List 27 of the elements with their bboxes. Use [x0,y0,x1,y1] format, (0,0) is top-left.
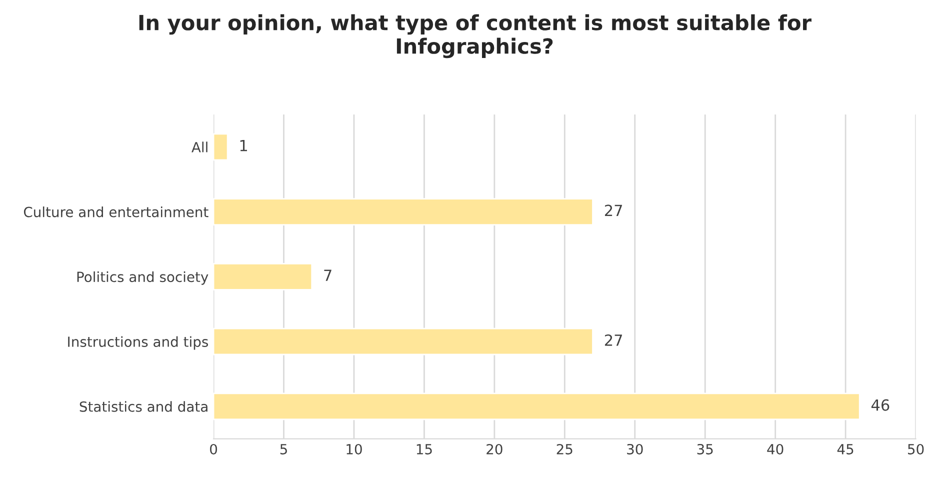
y-tick-label: All [192,142,208,152]
chart-title: In your opinion, what type of content is most suitable for Infographics? [139,14,812,58]
x-tick-label: 40 [767,444,784,454]
x-tick-label: 45 [837,444,854,454]
x-tick-label: 15 [416,444,432,454]
bar [214,262,313,290]
data-label: 1 [240,140,247,152]
y-tick-label: Culture and entertainment [24,206,208,218]
bar [214,328,594,356]
x-tick-label: 0 [210,444,218,454]
data-label: 46 [871,399,890,411]
x-tick-label: 5 [280,444,287,454]
y-tick-label: Politics and society [77,271,208,285]
x-tick-label: 50 [908,444,924,454]
x-tick-label: 30 [627,444,643,454]
y-tick-label: Statistics and data [80,401,208,412]
data-label: 27 [604,334,622,346]
data-label: 7 [324,270,332,281]
x-tick-label: 20 [486,444,502,454]
bar [214,392,860,420]
y-tick-label: Instructions and tips [68,336,208,350]
bar [214,133,228,161]
data-label: 27 [604,204,622,216]
x-tick-label: 10 [346,444,362,454]
bar [214,198,594,226]
x-tick-label: 35 [697,444,713,454]
x-tick-label: 25 [556,444,572,454]
